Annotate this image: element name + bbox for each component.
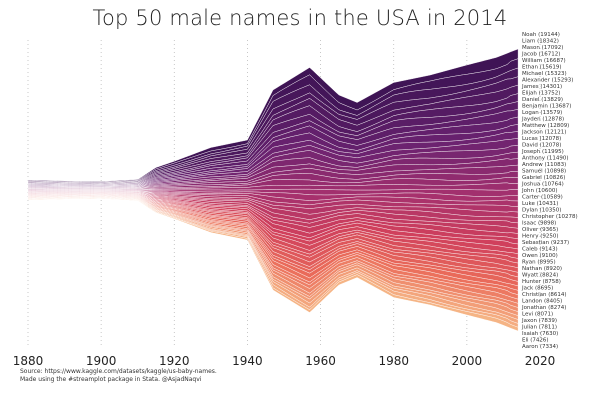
series-label: Aaron (7334) (522, 344, 558, 350)
x-tick-label: 2000 (452, 354, 483, 368)
series-label: Dylan (10350) (522, 208, 561, 214)
series-label: William (16687) (522, 58, 566, 64)
series-label: Jacob (16712) (521, 52, 560, 58)
series-label: Sebastian (9237) (522, 240, 569, 246)
x-tick-label: 1980 (378, 354, 409, 368)
series-label: Oliver (9365) (522, 227, 558, 233)
series-label: Isaac (9898) (522, 221, 556, 227)
series-label: Matthew (12809) (522, 123, 569, 129)
x-tick-label: 1900 (86, 354, 117, 368)
series-label: Gabriel (10826) (522, 175, 565, 181)
credit-text: Made using the #streamplot package in St… (20, 376, 202, 383)
series-label: Wyatt (8824) (522, 273, 558, 279)
series-label: Alexander (15293) (522, 78, 573, 84)
x-tick-label: 1960 (305, 354, 336, 368)
series-label: Landon (8405) (522, 299, 562, 305)
series-label: Jaxon (7839) (521, 318, 557, 324)
series-label: David (12078) (522, 143, 561, 149)
series-label: Daniel (13829) (522, 97, 563, 103)
series-label: Jackson (12121) (521, 130, 566, 136)
chart-title: Top 50 male names in the USA in 2014 (92, 6, 508, 30)
series-label: Christopher (10278) (522, 214, 578, 220)
series-label: Michael (15323) (522, 71, 567, 77)
series-label: Lucas (12078) (522, 136, 561, 142)
series-label: Andrew (11083) (522, 162, 566, 168)
series-label: Jayden (12878) (521, 117, 564, 123)
series-label: Joshua (10764) (521, 182, 564, 188)
series-label: Owen (9100) (522, 253, 558, 259)
series-label: Mason (17092) (522, 45, 563, 51)
x-tick-label: 1920 (159, 354, 190, 368)
series-label: Levi (8071) (522, 312, 553, 318)
series-label: Anthony (11490) (522, 156, 569, 162)
series-label: Jonathan (8274) (521, 305, 566, 311)
series-label: John (10600) (521, 188, 558, 194)
x-tick-label: 1880 (13, 354, 44, 368)
x-tick-label: 1940 (232, 354, 263, 368)
source-text: Source: https://www.kaggle.com/datasets/… (20, 368, 217, 375)
series-label: Luke (10431) (522, 201, 558, 207)
series-label: Benjamin (13687) (522, 104, 571, 110)
series-label: Caleb (9143) (522, 247, 558, 253)
stream-aaron (27, 198, 519, 332)
x-tick-label: 2020 (525, 354, 556, 368)
series-label: Nathan (8920) (522, 266, 562, 272)
series-label: Ryan (8995) (522, 260, 556, 266)
series-label: Carter (10589) (522, 195, 563, 201)
series-label: Logan (13579) (522, 110, 562, 116)
series-label: Elijah (13752) (522, 91, 560, 97)
series-label: Ethan (15619) (522, 65, 562, 71)
series-label: Liam (18342) (522, 39, 559, 45)
series-label: Hunter (8758) (522, 279, 561, 285)
series-label: Julian (7811) (521, 325, 557, 331)
series-label: Noah (19144) (522, 32, 560, 38)
series-label: Henry (9250) (522, 234, 559, 240)
series-label: Christian (8614) (522, 292, 567, 298)
source-note: Source: https://www.kaggle.com/datasets/… (20, 368, 217, 384)
series-label: Isaiah (7630) (522, 331, 558, 337)
series-label: Eli (7426) (522, 338, 549, 344)
series-label: Samuel (10898) (522, 169, 566, 175)
series-label: Joseph (11995) (521, 149, 564, 155)
series-label: Jack (8695) (521, 286, 553, 292)
series-label: James (14301) (521, 84, 562, 90)
